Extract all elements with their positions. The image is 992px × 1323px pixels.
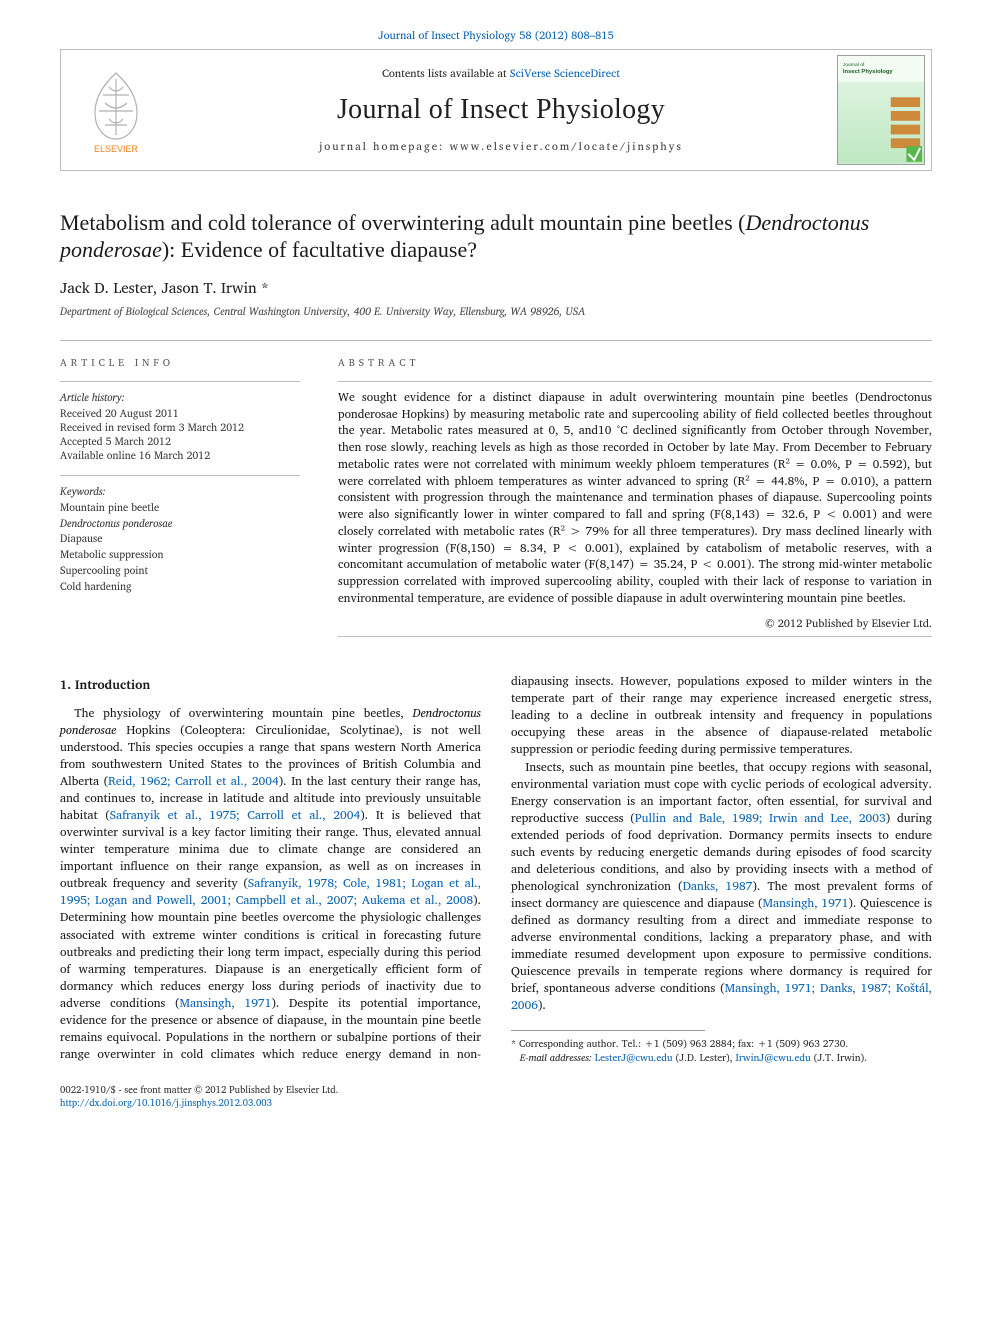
keyword: Cold hardening	[60, 579, 300, 595]
title-post: ): Evidence of facultative diapause?	[162, 237, 477, 262]
contents-available-line: Contents lists available at SciVerse Sci…	[175, 66, 827, 81]
abstract-heading: abstract	[338, 357, 932, 371]
sciencedirect-link[interactable]: SciVerse ScienceDirect	[510, 64, 620, 82]
intro-paragraph-2: Insects, such as mountain pine beetles, …	[511, 759, 932, 1014]
email-label: E-mail addresses:	[520, 1050, 592, 1066]
keywords-block: Keywords: Mountain pine beetle Dendrocto…	[60, 484, 300, 595]
journal-header-box: ELSEVIER Contents lists available at Sci…	[60, 49, 932, 171]
corresponding-author-link[interactable]: *	[261, 275, 269, 300]
footnote-star-icon: *	[511, 1036, 519, 1052]
svg-text:Insect Physiology: Insect Physiology	[843, 69, 894, 75]
email-owner: (J.D. Lester),	[676, 1050, 733, 1066]
homepage-prefix: journal homepage:	[319, 137, 449, 155]
journal-volume-anchor[interactable]: Journal of Insect Physiology 58 (2012) 8…	[378, 26, 614, 44]
footnote-separator	[511, 1030, 705, 1031]
title-pre: Metabolism and cold tolerance of overwin…	[60, 210, 745, 235]
section-heading-intro: 1. Introduction	[60, 677, 481, 695]
author-line: Jack D. Lester, Jason T. Irwin *	[60, 278, 932, 298]
email-link[interactable]: IrwinJ@cwu.edu	[736, 1050, 811, 1066]
doi-link[interactable]: http://dx.doi.org/10.1016/j.jinsphys.201…	[60, 1096, 272, 1111]
meta-abstract-row: article info Article history: Received 2…	[60, 340, 932, 645]
corresponding-footnote: * Corresponding author. Tel.: +1 (509) 9…	[511, 1037, 932, 1065]
email-owner: (J.T. Irwin).	[814, 1050, 867, 1066]
journal-volume-link: Journal of Insect Physiology 58 (2012) 8…	[60, 28, 932, 43]
email-link[interactable]: LesterJ@cwu.edu	[595, 1050, 673, 1066]
journal-cover-icon: Journal of Insect Physiology	[837, 55, 925, 165]
journal-header-center: Contents lists available at SciVerse Sci…	[171, 50, 831, 170]
keywords-heading: Keywords:	[60, 484, 300, 498]
history-item: Available online 16 March 2012	[60, 448, 300, 462]
cover-thumb-cell: Journal of Insect Physiology	[831, 50, 931, 170]
abstract-rule	[338, 381, 932, 382]
journal-name: Journal of Insect Physiology	[175, 91, 827, 129]
publisher-logo-cell: ELSEVIER	[61, 50, 171, 170]
footer-left: 0022-1910/$ - see front matter © 2012 Pu…	[60, 1085, 338, 1111]
affiliation-line: Department of Biological Sciences, Centr…	[60, 304, 932, 318]
abstract-rule-bottom	[338, 636, 932, 637]
elsevier-wordmark: ELSEVIER	[94, 144, 139, 154]
keywords-list: Mountain pine beetle Dendroctonus ponder…	[60, 500, 300, 595]
homepage-url: www.elsevier.com/locate/jinsphys	[449, 137, 682, 155]
info-rule	[60, 381, 300, 382]
author-names: Jack D. Lester, Jason T. Irwin	[60, 275, 257, 300]
elsevier-logo-icon: ELSEVIER	[81, 65, 151, 155]
history-heading: Article history:	[60, 390, 300, 404]
abstract-text: We sought evidence for a distinct diapau…	[338, 390, 932, 608]
abstract-copyright: © 2012 Published by Elsevier Ltd.	[338, 616, 932, 631]
abstract-column: abstract We sought evidence for a distin…	[338, 357, 932, 645]
article-info-heading: article info	[60, 357, 300, 371]
journal-homepage-line: journal homepage: www.elsevier.com/locat…	[175, 139, 827, 154]
body-two-columns: 1. Introduction The physiology of overwi…	[60, 673, 932, 1065]
article-history-block: Article history: Received 20 August 2011…	[60, 390, 300, 463]
contents-prefix: Contents lists available at	[382, 64, 510, 82]
article-title: Metabolism and cold tolerance of overwin…	[60, 209, 932, 264]
info-rule	[60, 475, 300, 476]
article-info-column: article info Article history: Received 2…	[60, 357, 300, 645]
page-footer: 0022-1910/$ - see front matter © 2012 Pu…	[60, 1085, 932, 1111]
svg-text:Journal of: Journal of	[843, 62, 865, 68]
